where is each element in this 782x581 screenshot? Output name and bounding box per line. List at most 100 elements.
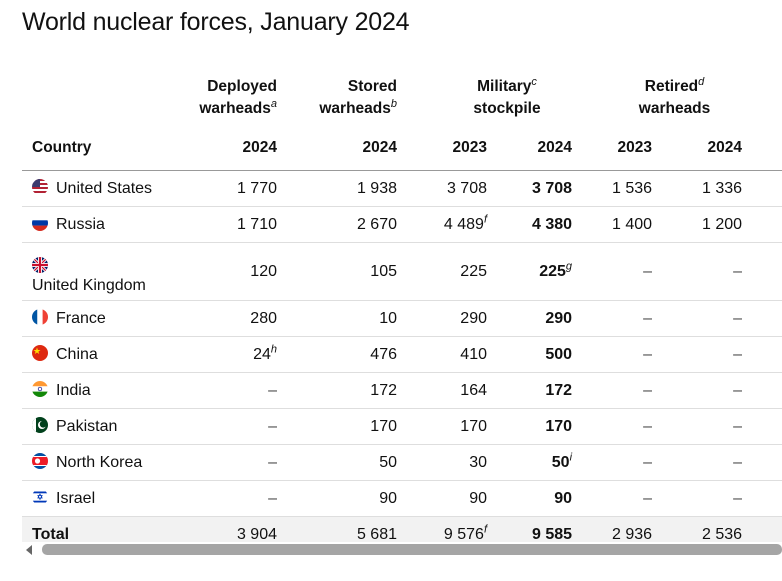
deployed-cell: 280 xyxy=(172,300,282,337)
country-cell: United Kingdom xyxy=(22,242,172,301)
header-year-retired-2024: 2024 xyxy=(657,126,748,171)
table-row: China 24h 476 410 500 – – xyxy=(22,336,782,373)
page-title: World nuclear forces, January 2024 xyxy=(22,8,410,36)
total-military-2023: 9 576f xyxy=(402,516,492,542)
military-2024-cell: 4 380 xyxy=(492,206,578,243)
footnote-marker: d xyxy=(698,75,705,88)
retired-2024-cell: – xyxy=(657,444,748,481)
retired-2024-cell: – xyxy=(657,300,748,337)
header-stored: Stored warheadsb xyxy=(282,64,402,126)
table-row: Israel – 90 90 90 – – xyxy=(22,480,782,517)
header-military: Militaryc stockpile xyxy=(402,64,577,126)
table-row: North Korea – 50 30 50i – – xyxy=(22,444,782,481)
military-2024-cell: 290 xyxy=(492,300,578,337)
scroll-left-arrow-icon[interactable] xyxy=(26,545,32,555)
spacer-cell xyxy=(747,206,782,243)
retired-2024-cell: – xyxy=(657,242,748,301)
header-year-deployed: 2024 xyxy=(172,126,282,171)
value: 4 489 xyxy=(443,215,484,233)
footnote-marker: g xyxy=(565,260,573,273)
deployed-cell: – xyxy=(172,444,282,481)
retired-2024-cell: – xyxy=(657,408,748,445)
russia-flag-icon xyxy=(32,215,48,231)
deployed-cell: – xyxy=(172,480,282,517)
military-2023-cell: 290 xyxy=(402,300,492,337)
retired-2024-cell: – xyxy=(657,480,748,517)
table-row: India – 172 164 172 – – xyxy=(22,372,782,409)
country-cell: Russia xyxy=(22,206,172,243)
military-2023-cell: 3 708 xyxy=(402,170,492,207)
retired-2024-cell: – xyxy=(657,372,748,409)
retired-2023-cell: – xyxy=(577,336,658,373)
header-deployed-line2: warheads xyxy=(199,100,271,117)
spacer-cell xyxy=(747,242,782,301)
spacer-cell xyxy=(747,444,782,481)
country-cell: Pakistan xyxy=(22,408,172,445)
header-deployed: Deployed warheadsa xyxy=(172,64,282,126)
retired-2023-cell: – xyxy=(577,480,658,517)
header-military-line2: stockpile xyxy=(473,100,541,117)
header-spacer xyxy=(22,64,172,126)
country-name: Pakistan xyxy=(56,418,118,435)
horizontal-scrollbar[interactable] xyxy=(22,543,782,557)
military-2024-cell: 50i xyxy=(492,444,578,481)
country-name: India xyxy=(56,382,91,399)
deployed-cell: 24h xyxy=(172,336,282,373)
spacer-cell xyxy=(747,480,782,517)
value: 225 xyxy=(539,262,566,280)
header-years-row: Country 2024 2024 2023 2024 2023 2024 xyxy=(22,126,782,171)
table-row: United States 1 770 1 938 3 708 3 708 1 … xyxy=(22,170,782,207)
country-cell: United States xyxy=(22,170,172,207)
retired-2023-cell: – xyxy=(577,372,658,409)
stored-cell: 10 xyxy=(282,300,402,337)
military-2024-cell: 170 xyxy=(492,408,578,445)
footnote-marker: f xyxy=(483,523,487,536)
retired-2024-cell: 1 200 xyxy=(657,206,748,243)
scrollbar-thumb[interactable] xyxy=(42,544,782,555)
footnote-marker: i xyxy=(569,451,573,464)
retired-2023-cell: – xyxy=(577,408,658,445)
country-cell: China xyxy=(22,336,172,373)
total-retired-2024: 2 536 xyxy=(657,516,748,542)
country-name: United States xyxy=(56,180,153,197)
israel-flag-icon xyxy=(32,489,48,505)
india-flag-icon xyxy=(32,381,48,397)
header-retired-line1: Retired xyxy=(644,78,699,95)
military-2024-cell: 90 xyxy=(492,480,578,517)
table-container[interactable]: Deployed warheadsa Stored warheadsb Mili… xyxy=(22,64,782,542)
pakistan-flag-icon xyxy=(32,417,48,433)
military-2023-cell: 170 xyxy=(402,408,492,445)
table-row: France 280 10 290 290 – – xyxy=(22,300,782,337)
military-2023-cell: 225 xyxy=(402,242,492,301)
value: 24 xyxy=(253,345,271,363)
military-2024-cell: 172 xyxy=(492,372,578,409)
nuclear-forces-table: Deployed warheadsa Stored warheadsb Mili… xyxy=(22,64,782,542)
deployed-cell: – xyxy=(172,408,282,445)
spacer-cell xyxy=(747,336,782,373)
spacer-cell xyxy=(747,408,782,445)
spacer-cell xyxy=(747,516,782,542)
retired-2023-cell: – xyxy=(577,444,658,481)
footnote-marker: f xyxy=(483,213,487,226)
header-country: Country xyxy=(22,126,172,171)
total-military-2024: 9 585 xyxy=(492,516,578,542)
country-name: China xyxy=(56,346,98,363)
military-2023-cell: 410 xyxy=(402,336,492,373)
header-retired: Retiredd warheads xyxy=(577,64,747,126)
military-2024-cell: 225g xyxy=(492,242,578,301)
military-2023-cell: 4 489f xyxy=(402,206,492,243)
military-2024-cell: 500 xyxy=(492,336,578,373)
military-2023-cell: 30 xyxy=(402,444,492,481)
uk-flag-icon xyxy=(32,257,48,273)
country-cell: India xyxy=(22,372,172,409)
footnote-marker: a xyxy=(270,97,277,110)
deployed-cell: – xyxy=(172,372,282,409)
footnote-marker: c xyxy=(531,75,537,88)
deployed-cell: 120 xyxy=(172,242,282,301)
country-name: North Korea xyxy=(56,454,143,471)
retired-2024-cell: 1 336 xyxy=(657,170,748,207)
country-name: Russia xyxy=(56,216,105,233)
military-2023-cell: 90 xyxy=(402,480,492,517)
footnote-marker: h xyxy=(270,343,277,356)
us-flag-icon xyxy=(32,179,48,195)
